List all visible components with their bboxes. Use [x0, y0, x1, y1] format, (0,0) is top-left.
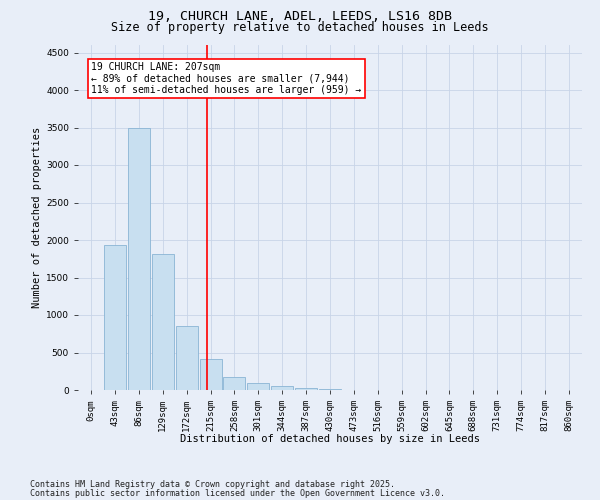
Bar	[295, 388, 317, 390]
Bar	[104, 244, 126, 390]
Text: Contains public sector information licensed under the Open Government Licence v3: Contains public sector information licen…	[30, 489, 445, 498]
Bar	[247, 383, 269, 390]
Bar	[128, 128, 150, 390]
Text: 19, CHURCH LANE, ADEL, LEEDS, LS16 8DB: 19, CHURCH LANE, ADEL, LEEDS, LS16 8DB	[148, 10, 452, 23]
Bar	[176, 326, 197, 390]
Bar	[271, 386, 293, 390]
Y-axis label: Number of detached properties: Number of detached properties	[32, 127, 42, 308]
Bar	[152, 254, 174, 390]
Bar	[200, 358, 221, 390]
Text: Contains HM Land Registry data © Crown copyright and database right 2025.: Contains HM Land Registry data © Crown c…	[30, 480, 395, 489]
Text: 19 CHURCH LANE: 207sqm
← 89% of detached houses are smaller (7,944)
11% of semi-: 19 CHURCH LANE: 207sqm ← 89% of detached…	[91, 62, 362, 94]
Bar	[319, 389, 341, 390]
X-axis label: Distribution of detached houses by size in Leeds: Distribution of detached houses by size …	[180, 434, 480, 444]
Bar	[223, 377, 245, 390]
Text: Size of property relative to detached houses in Leeds: Size of property relative to detached ho…	[111, 21, 489, 34]
